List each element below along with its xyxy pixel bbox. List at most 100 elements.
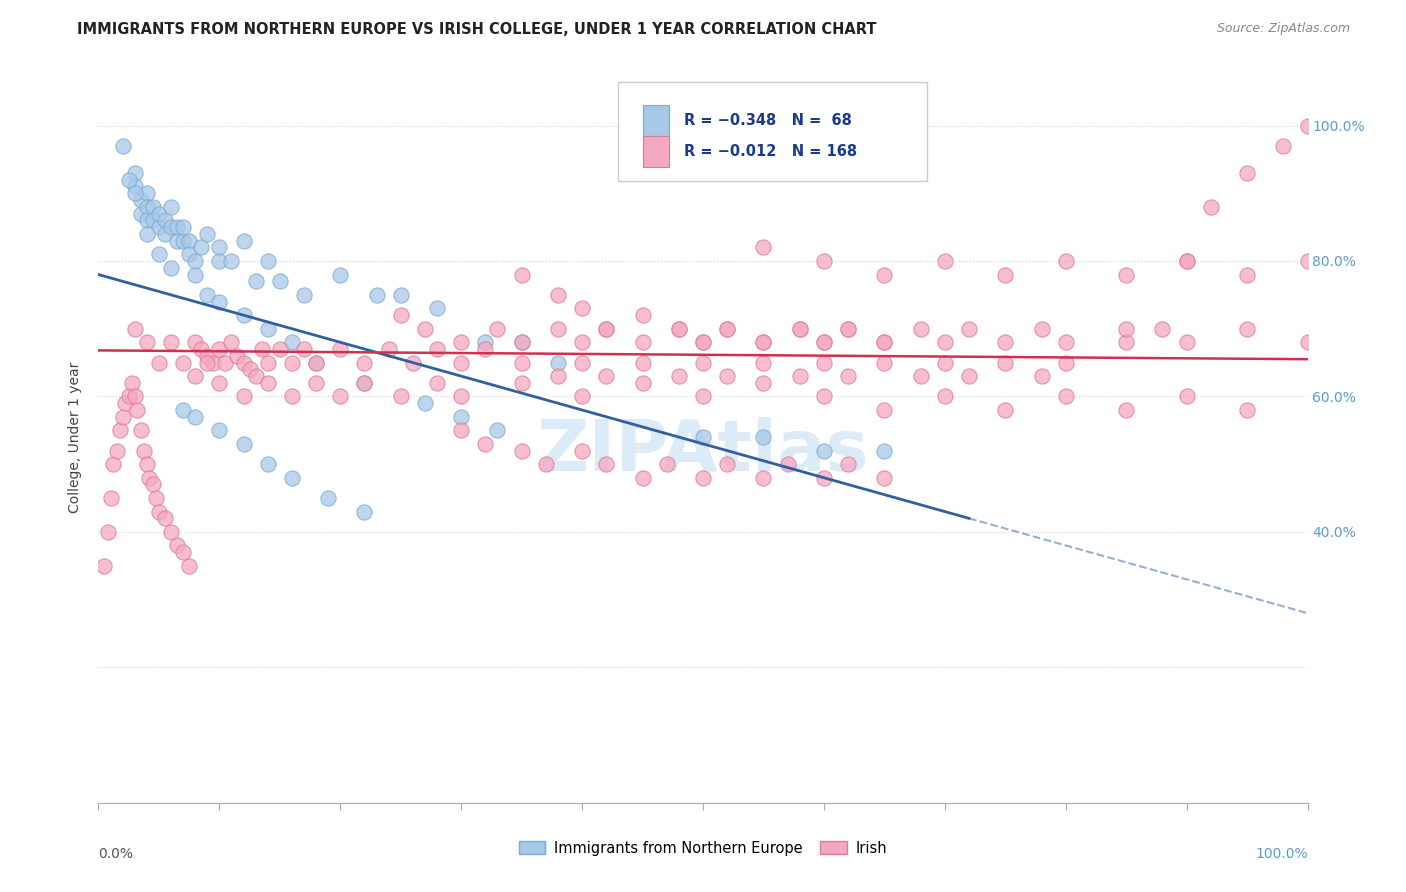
Point — [195, 349, 218, 363]
Text: 100.0%: 100.0% — [1256, 847, 1308, 861]
Point — [166, 538, 188, 552]
Point — [195, 355, 218, 369]
Point — [716, 457, 738, 471]
Point — [595, 369, 617, 384]
Point — [668, 322, 690, 336]
Point — [138, 471, 160, 485]
Point — [105, 443, 128, 458]
Point — [934, 335, 956, 350]
Point — [813, 355, 835, 369]
Point — [534, 457, 557, 471]
Point — [135, 335, 157, 350]
Point — [595, 457, 617, 471]
Point — [1236, 403, 1258, 417]
Point — [1296, 254, 1319, 268]
Point — [450, 389, 472, 403]
Point — [450, 355, 472, 369]
Point — [190, 240, 212, 254]
Point — [776, 457, 799, 471]
Point — [256, 376, 278, 390]
Point — [752, 355, 775, 369]
Point — [292, 342, 315, 356]
Point — [172, 234, 194, 248]
Point — [160, 220, 183, 235]
Point — [1115, 335, 1137, 350]
Point — [873, 471, 896, 485]
Point — [329, 389, 352, 403]
Point — [353, 505, 375, 519]
Point — [101, 457, 124, 471]
Point — [281, 471, 304, 485]
Point — [716, 369, 738, 384]
Point — [934, 355, 956, 369]
Point — [292, 288, 315, 302]
Point — [135, 213, 157, 227]
Point — [179, 234, 201, 248]
Point — [1115, 322, 1137, 336]
Point — [127, 403, 149, 417]
Point — [129, 206, 152, 220]
Point — [135, 457, 157, 471]
Point — [124, 166, 146, 180]
Point — [752, 430, 775, 444]
Point — [269, 342, 291, 356]
Point — [631, 376, 654, 390]
Point — [837, 457, 859, 471]
Point — [142, 477, 165, 491]
Point — [1236, 322, 1258, 336]
Point — [208, 294, 231, 309]
Legend: Immigrants from Northern Europe, Irish: Immigrants from Northern Europe, Irish — [513, 835, 893, 862]
Point — [281, 335, 304, 350]
Point — [142, 213, 165, 227]
Text: IMMIGRANTS FROM NORTHERN EUROPE VS IRISH COLLEGE, UNDER 1 YEAR CORRELATION CHART: IMMIGRANTS FROM NORTHERN EUROPE VS IRISH… — [77, 22, 877, 37]
Point — [281, 355, 304, 369]
Point — [1115, 403, 1137, 417]
Point — [153, 213, 176, 227]
Point — [873, 335, 896, 350]
Point — [316, 491, 339, 505]
Point — [957, 369, 980, 384]
Point — [426, 342, 449, 356]
Point — [256, 322, 278, 336]
Point — [510, 335, 533, 350]
Point — [179, 247, 201, 261]
Text: R = −0.348   N =  68: R = −0.348 N = 68 — [683, 113, 852, 128]
FancyBboxPatch shape — [619, 82, 927, 181]
Point — [692, 430, 714, 444]
Point — [166, 220, 188, 235]
Point — [190, 342, 212, 356]
Point — [232, 234, 254, 248]
Point — [208, 423, 231, 437]
Point — [631, 355, 654, 369]
Point — [631, 308, 654, 322]
Point — [232, 308, 254, 322]
Point — [510, 335, 533, 350]
Point — [692, 389, 714, 403]
Text: ZIPAtlas: ZIPAtlas — [537, 417, 869, 486]
Point — [124, 389, 146, 403]
Point — [160, 200, 183, 214]
Point — [184, 268, 207, 282]
Point — [195, 288, 218, 302]
Point — [994, 355, 1017, 369]
Point — [752, 471, 775, 485]
Point — [389, 288, 412, 302]
Point — [994, 268, 1017, 282]
Point — [994, 335, 1017, 350]
Point — [232, 437, 254, 451]
Point — [813, 335, 835, 350]
Point — [245, 274, 267, 288]
Point — [716, 322, 738, 336]
Point — [135, 186, 157, 201]
Point — [305, 355, 328, 369]
Point — [389, 389, 412, 403]
Point — [837, 322, 859, 336]
Text: R = −0.012   N = 168: R = −0.012 N = 168 — [683, 145, 856, 160]
Point — [789, 322, 811, 336]
Point — [135, 200, 157, 214]
Point — [160, 335, 183, 350]
Point — [571, 443, 593, 458]
Point — [547, 369, 569, 384]
Point — [145, 491, 167, 505]
Point — [93, 558, 115, 573]
